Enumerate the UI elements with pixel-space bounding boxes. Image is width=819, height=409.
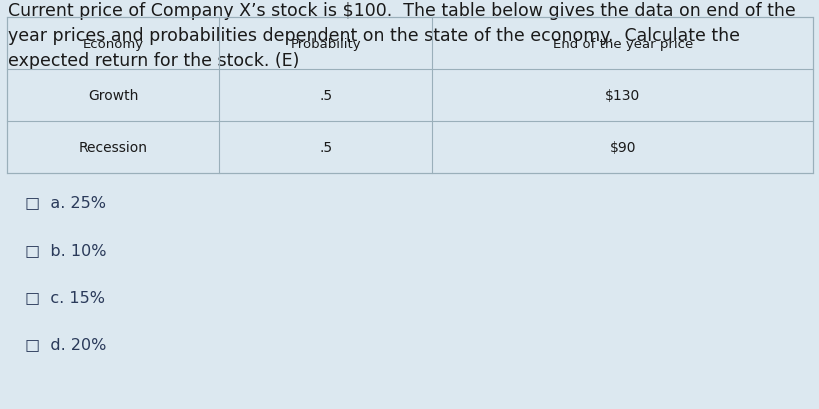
Text: □  d. 20%: □ d. 20% xyxy=(25,336,106,351)
Text: $90: $90 xyxy=(609,141,636,155)
Text: Current price of Company X’s stock is $100.  The table below gives the data on e: Current price of Company X’s stock is $1… xyxy=(8,2,796,70)
Bar xyxy=(7,18,813,174)
Text: .5: .5 xyxy=(319,141,333,155)
Text: $130: $130 xyxy=(605,89,640,103)
Text: Growth: Growth xyxy=(88,89,138,103)
Text: .5: .5 xyxy=(319,89,333,103)
Text: End of the year price: End of the year price xyxy=(553,38,693,51)
Text: Recession: Recession xyxy=(79,141,147,155)
Text: Economy: Economy xyxy=(83,38,143,51)
Text: □  c. 15%: □ c. 15% xyxy=(25,289,105,304)
Text: □  a. 25%: □ a. 25% xyxy=(25,195,106,210)
Text: Probability: Probability xyxy=(291,38,361,51)
Text: □  b. 10%: □ b. 10% xyxy=(25,242,106,257)
